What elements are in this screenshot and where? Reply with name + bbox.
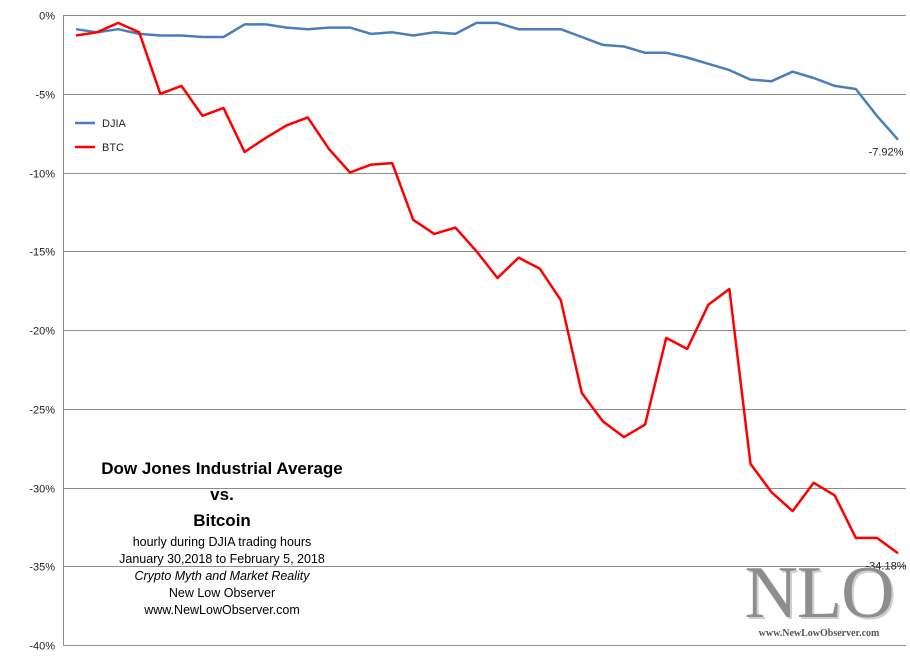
nlo-logo: NLO www.NewLowObserver.com xyxy=(734,552,904,642)
chart-title-line2: vs. xyxy=(210,485,234,504)
nlo-logo-url: www.NewLowObserver.com xyxy=(758,628,880,639)
nlo-logo-letters: NLO xyxy=(744,552,894,634)
chart-subtitle-4: New Low Observer xyxy=(168,586,276,600)
end-label-btc: -34.18% xyxy=(866,560,907,572)
end-labels: -7.92% -34.18% xyxy=(866,147,907,573)
end-label-djia: -7.92% xyxy=(869,147,904,159)
y-tick-label-6: -30% xyxy=(29,484,55,496)
series-line-djia xyxy=(75,21,899,141)
legend-label-djia: DJIA xyxy=(102,118,127,130)
y-tick-label-8: -40% xyxy=(29,641,55,653)
y-tick-label-3: -15% xyxy=(29,247,55,259)
series-line-btc xyxy=(75,21,899,555)
chart-title-block: Dow Jones Industrial Average vs. Bitcoin… xyxy=(82,456,362,619)
chart-title-line3: Bitcoin xyxy=(193,511,251,530)
y-axis: 0% -5% -10% -15% -20% -25% -30% -35% -40% xyxy=(29,11,64,653)
y-tick-label-1: -5% xyxy=(35,90,55,102)
gridlines xyxy=(63,15,906,646)
chart-subtitle-5: www.NewLowObserver.com xyxy=(144,603,300,617)
chart-title-line1: Dow Jones Industrial Average xyxy=(101,459,343,478)
y-tick-label-0: 0% xyxy=(39,11,55,23)
legend: DJIA BTC xyxy=(75,118,127,154)
chart-subtitle-2: January 30,2018 to February 5, 2018 xyxy=(119,552,325,566)
chart-subtitle-1: hourly during DJIA trading hours xyxy=(132,535,312,549)
y-tick-label-4: -20% xyxy=(29,326,55,338)
y-tick-label-5: -25% xyxy=(29,405,55,417)
y-tick-label-2: -10% xyxy=(29,169,55,181)
y-tick-label-7: -35% xyxy=(29,562,55,574)
chart-subtitle-3: Crypto Myth and Market Reality xyxy=(134,569,310,583)
series-lines xyxy=(75,21,899,555)
legend-label-btc: BTC xyxy=(102,142,124,154)
